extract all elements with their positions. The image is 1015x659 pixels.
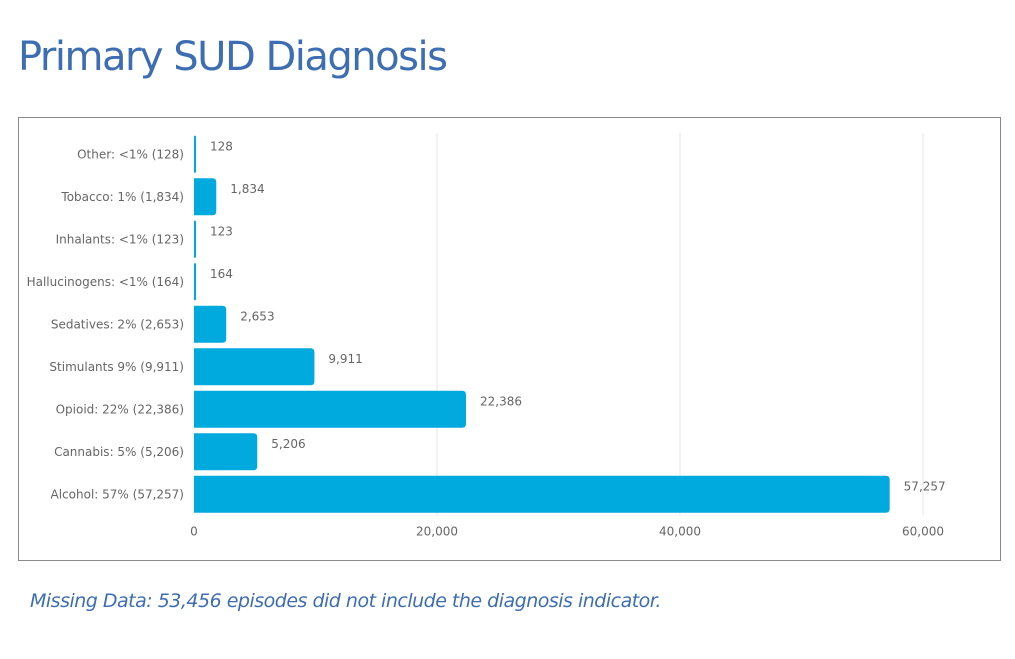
bar xyxy=(194,135,196,173)
bar xyxy=(194,390,466,428)
bar-chart: 0 20,000 40,000 60,000 Other: <1% (128) 128 To… xyxy=(27,133,946,539)
category-label: Opioid: 22% (22,386) xyxy=(56,402,184,416)
bar xyxy=(194,433,258,471)
chart-frame: 0 20,000 40,000 60,000 Other: <1% (128) 128 To… xyxy=(18,117,1001,561)
category-label: Alcohol: 57% (57,257) xyxy=(51,487,184,501)
data-label: 164 xyxy=(210,267,233,281)
x-tick-label: 40,000 xyxy=(659,525,701,539)
category-label: Other: <1% (128) xyxy=(77,147,184,161)
bar xyxy=(194,178,217,216)
data-label: 128 xyxy=(210,139,233,153)
data-label: 5,206 xyxy=(271,437,305,451)
x-tick-label: 0 xyxy=(190,525,198,539)
data-label: 57,257 xyxy=(904,479,946,493)
data-label: 22,386 xyxy=(480,394,522,408)
category-label: Stimulants 9% (9,911) xyxy=(49,360,184,374)
data-label: 2,653 xyxy=(240,309,274,323)
bar xyxy=(194,220,196,258)
x-tick-label: 60,000 xyxy=(902,525,944,539)
x-tick-label: 20,000 xyxy=(416,525,458,539)
bar xyxy=(194,263,196,301)
bar xyxy=(194,348,315,386)
data-label: 1,834 xyxy=(230,182,264,196)
category-label: Inhalants: <1% (123) xyxy=(56,232,184,246)
page-title: Primary SUD Diagnosis xyxy=(18,34,448,80)
category-label: Tobacco: 1% (1,834) xyxy=(60,190,184,204)
category-label: Sedatives: 2% (2,653) xyxy=(51,317,184,331)
category-label: Cannabis: 5% (5,206) xyxy=(54,445,184,459)
bar xyxy=(194,305,227,343)
data-label: 123 xyxy=(210,224,233,238)
bar xyxy=(194,475,890,513)
data-label: 9,911 xyxy=(328,352,362,366)
category-label: Hallucinogens: <1% (164) xyxy=(27,275,184,289)
missing-data-note: Missing Data: 53,456 episodes did not in… xyxy=(30,590,661,612)
